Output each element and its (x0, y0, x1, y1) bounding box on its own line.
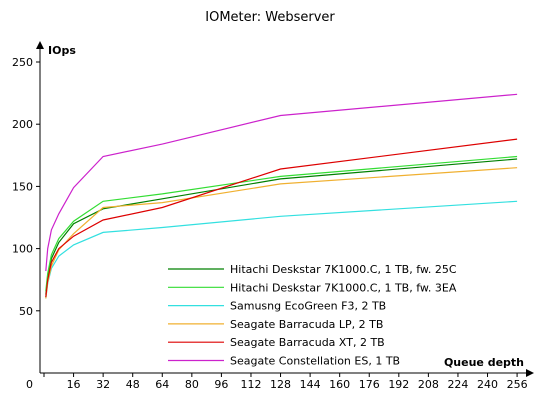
series-line-5 (45, 138, 518, 298)
x-tick-label: 112 (240, 378, 261, 391)
x-tick-label: 240 (477, 378, 498, 391)
series-line-4 (45, 167, 518, 299)
series-line-6 (45, 93, 518, 272)
x-tick-label: 224 (447, 378, 468, 391)
legend-label-3: Samusng EcoGreen F3, 2 TB (230, 300, 386, 313)
x-tick-label: 176 (359, 378, 380, 391)
chart-title: IOMeter: Webserver (205, 10, 335, 25)
x-tick-label: 160 (329, 378, 350, 391)
y-tick-label: 150 (12, 180, 33, 193)
legend-label-5: Seagate Barracuda XT, 2 TB (230, 336, 385, 349)
y-tick-label: 100 (12, 243, 33, 256)
y-axis-label: IOps (48, 44, 76, 57)
y-tick-label: 50 (19, 305, 33, 318)
x-tick-label: 128 (270, 378, 291, 391)
legend-label-4: Seagate Barracuda LP, 2 TB (230, 318, 383, 331)
y-axis-arrow (36, 41, 44, 49)
x-tick-label: 256 (507, 378, 528, 391)
y-tick-label: 200 (12, 118, 33, 131)
series-line-1 (45, 158, 518, 295)
y-tick-label: 250 (12, 56, 33, 69)
x-tick-label: 208 (418, 378, 439, 391)
x-tick-label: 144 (300, 378, 321, 391)
x-tick-label: 80 (185, 378, 199, 391)
x-tick-label: 192 (388, 378, 409, 391)
x-tick-label: 96 (214, 378, 228, 391)
x-tick-label: 32 (96, 378, 110, 391)
legend-label-2: Hitachi Deskstar 7K1000.C, 1 TB, fw. 3EA (230, 281, 457, 294)
x-tick-label: 16 (67, 378, 81, 391)
legend-label-1: Hitachi Deskstar 7K1000.C, 1 TB, fw. 25C (230, 263, 457, 276)
x-axis-label: Queue depth (444, 356, 524, 369)
x-tick-label: 64 (155, 378, 169, 391)
x-axis-arrow (526, 369, 534, 377)
x-tick-label: 48 (126, 378, 140, 391)
legend-label-6: Seagate Constellation ES, 1 TB (230, 355, 400, 368)
x-tick-label: 0 (26, 378, 33, 391)
